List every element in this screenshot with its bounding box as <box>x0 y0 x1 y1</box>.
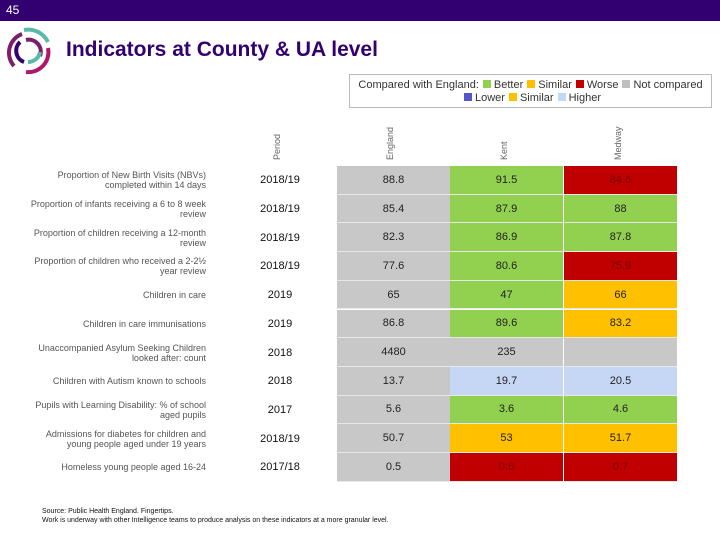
england-value: 0.5 <box>337 453 450 482</box>
medway-value: 75.9 <box>564 252 677 281</box>
legend-swatch <box>622 80 631 88</box>
column-header-medway: Medway <box>613 126 623 160</box>
legend-item: Lower <box>460 92 505 104</box>
kent-value: 235 <box>450 338 563 367</box>
page-number: 45 <box>6 3 20 17</box>
period-value: 2017/18 <box>260 461 300 474</box>
indicator-label: Proportion of children who received a 2-… <box>34 256 206 277</box>
indicator-label: Homeless young people aged 16-24 <box>61 462 206 473</box>
period-value: 2018 <box>267 346 293 359</box>
legend-swatch <box>575 80 584 88</box>
kent-value: 89.6 <box>450 309 563 339</box>
table-row: Unaccompanied Asylum Seeking Children lo… <box>0 338 720 367</box>
england-value: 65 <box>337 280 450 310</box>
indicator-label: Proportion of infants receiving a 6 to 8… <box>30 199 206 220</box>
kent-value: 47 <box>450 280 563 310</box>
period-value: 2018/19 <box>260 432 300 445</box>
table-row: Pupils with Learning Disability: % of sc… <box>0 395 720 425</box>
page-title: Indicators at County & UA level <box>66 38 378 61</box>
legend: Compared with England: Better Similar Worse… <box>349 74 712 108</box>
legend-item: Better <box>479 79 523 91</box>
kent-value: 3.6 <box>450 395 563 425</box>
kent-value: 80.6 <box>450 252 563 281</box>
period-value: 2018 <box>267 375 293 388</box>
column-header-kent: Kent <box>499 141 509 160</box>
table-row: Children in care immunisations 2019 86.8 89… <box>0 309 720 339</box>
indicator-label: Proportion of children receiving a 12-mo… <box>33 227 206 248</box>
period-value: 2018/19 <box>260 231 300 244</box>
period-value: 2019 <box>267 317 293 330</box>
period-value: 2019 <box>267 289 293 302</box>
column-header-period: Period <box>272 133 282 160</box>
table-row: Proportion of New Birth Visits (NBVs) co… <box>0 166 720 195</box>
indicator-label: Admissions for diabetes for children and… <box>45 428 206 449</box>
legend-swatch <box>464 93 472 101</box>
kent-value: 53 <box>450 424 563 453</box>
medway-value: 87.8 <box>564 223 677 253</box>
table-row: Proportion of children receiving a 12-mo… <box>0 223 720 253</box>
table-row: Proportion of children who received a 2-… <box>0 252 720 281</box>
period-value: 2018/19 <box>260 260 300 273</box>
table-row: Homeless young people aged 16-24 2017/18 0… <box>0 453 720 482</box>
medway-value: 88 <box>564 194 677 224</box>
legend-swatch <box>527 80 536 88</box>
period-value: 2017 <box>267 403 293 416</box>
england-value: 13.7 <box>337 366 450 396</box>
england-value: 77.6 <box>337 252 450 281</box>
medway-value: 66 <box>564 280 677 310</box>
legend-item: Not compared <box>618 79 703 91</box>
legend-item: Similar <box>505 92 554 104</box>
table-row: Children with Autism known to schools 201… <box>0 366 720 396</box>
england-value: 88.8 <box>337 166 450 195</box>
england-value: 5.6 <box>337 395 450 425</box>
legend-swatch <box>482 80 491 88</box>
indicator-label: Unaccompanied Asylum Seeking Children lo… <box>38 342 206 363</box>
england-value: 85.4 <box>337 194 450 224</box>
england-value: 4480 <box>337 338 450 367</box>
kent-value: 86.9 <box>450 223 563 253</box>
period-value: 2018/19 <box>260 203 300 216</box>
medway-value: 84.6 <box>564 166 677 195</box>
period-value: 2018/19 <box>260 174 300 187</box>
medway-value <box>564 338 677 367</box>
indicator-label: Children with Autism known to schools <box>52 376 206 387</box>
kent-value: 0.6 <box>450 453 563 482</box>
medway-value: 51.7 <box>564 424 677 453</box>
indicator-label: Children in care immunisations <box>82 318 206 329</box>
kent-value: 91.5 <box>450 166 563 195</box>
medway-value: 4.6 <box>564 395 677 425</box>
legend-item: Worse <box>572 79 618 91</box>
england-value: 86.8 <box>337 309 450 339</box>
medway-value: 20.5 <box>564 366 677 396</box>
column-header-england: England <box>385 126 395 160</box>
page-number-bar: 45 <box>0 0 720 21</box>
medway-value: 83.2 <box>564 309 677 339</box>
kent-value: 19.7 <box>450 366 563 396</box>
england-value: 50.7 <box>337 424 450 453</box>
legend-item: Similar <box>523 79 572 91</box>
logo-icon <box>6 27 51 75</box>
indicator-label: Pupils with Learning Disability: % of sc… <box>35 399 206 420</box>
table-row: Admissions for diabetes for children and… <box>0 424 720 453</box>
england-value: 82.3 <box>337 223 450 253</box>
legend-swatch <box>508 93 517 101</box>
kent-value: 87.9 <box>450 194 563 224</box>
legend-swatch <box>557 93 566 101</box>
table-row: Children in care 2019 65 47 66 <box>0 280 720 310</box>
legend-label: Compared with England: <box>358 79 479 91</box>
table-row: Proportion of infants receiving a 6 to 8… <box>0 194 720 224</box>
source-note: Source: Public Health England. Fingertip… <box>42 508 389 524</box>
indicator-label: Proportion of New Birth Visits (NBVs) co… <box>57 170 206 191</box>
medway-value: 0.7 <box>564 453 677 482</box>
legend-item: Higher <box>554 92 601 104</box>
indicator-label: Children in care <box>142 290 206 301</box>
